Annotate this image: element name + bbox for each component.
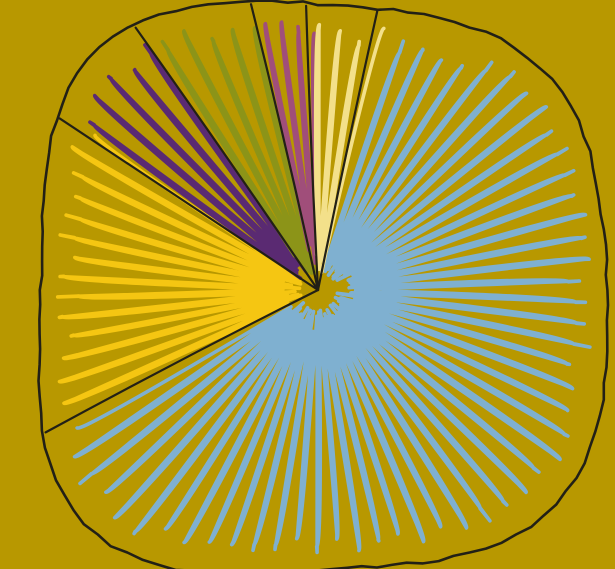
pie-slice-4 bbox=[160, 25, 317, 275]
slice-divider-5 bbox=[249, 3, 320, 292]
slice-divider-2 bbox=[44, 288, 320, 434]
slice-dividers bbox=[44, 3, 379, 434]
pie-slice-2 bbox=[55, 133, 303, 406]
slice-divider-4 bbox=[134, 26, 320, 292]
pie-slice-1 bbox=[72, 39, 592, 555]
slice-divider-3 bbox=[58, 117, 320, 292]
slice-divider-1 bbox=[316, 10, 379, 292]
slice-divider-6 bbox=[305, 4, 320, 292]
pie-outline bbox=[37, 0, 610, 569]
pie-slice-3 bbox=[88, 43, 309, 280]
slice-fills bbox=[55, 20, 592, 555]
